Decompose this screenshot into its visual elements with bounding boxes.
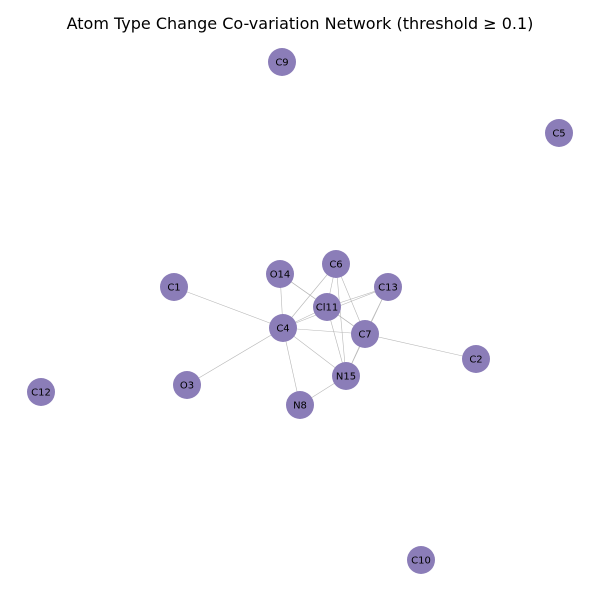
node-circle [286,391,314,419]
node-circle [322,250,350,278]
node-o14: O14 [266,260,294,288]
node-circle [266,260,294,288]
node-circle [173,371,201,399]
node-c2: C2 [462,345,490,373]
node-n8: N8 [286,391,314,419]
node-label: C10 [411,556,431,567]
node-label: C13 [378,283,398,294]
node-c13: C13 [374,273,402,301]
node-c12: C12 [27,378,55,406]
node-label: C6 [329,260,342,271]
node-c9: C9 [268,48,296,76]
edges-layer [173,263,477,406]
edge-c1-c4 [173,286,284,329]
node-c5: C5 [545,119,573,147]
node-c10: C10 [407,546,435,574]
edge-c7-c2 [364,333,477,360]
node-n15: N15 [332,362,360,390]
node-circle [462,345,490,373]
node-c7: C7 [351,320,379,348]
diagram-title: Atom Type Change Co-variation Network (t… [67,14,534,33]
node-label: Cl11 [316,303,339,314]
node-circle [332,362,360,390]
node-label: N8 [293,401,307,412]
node-label: C2 [469,355,482,366]
node-circle [374,273,402,301]
node-circle [407,546,435,574]
node-c6: C6 [322,250,350,278]
node-label: C7 [358,330,371,341]
node-circle [160,273,188,301]
node-label: C9 [275,58,288,69]
node-circle [269,314,297,342]
node-c1: C1 [160,273,188,301]
node-circle [545,119,573,147]
node-c4: C4 [269,314,297,342]
node-label: N15 [336,372,356,383]
nodes-layer: C9 C5 C6 O14 C13 C1 Cl11 C4 C7 C2 N15 O3 N8 C12 C10 [27,48,573,574]
node-label: C5 [552,129,565,140]
node-label: C12 [31,388,51,399]
node-circle [351,320,379,348]
node-o3: O3 [173,371,201,399]
node-circle [268,48,296,76]
node-cl11: Cl11 [313,293,341,321]
node-label: C1 [167,283,180,294]
node-label: C4 [276,324,289,335]
node-label: O3 [180,381,194,392]
node-circle [313,293,341,321]
edge-o3-c4 [186,327,284,386]
node-label: O14 [270,270,291,281]
edge-c6-n15 [335,263,347,377]
node-circle [27,378,55,406]
